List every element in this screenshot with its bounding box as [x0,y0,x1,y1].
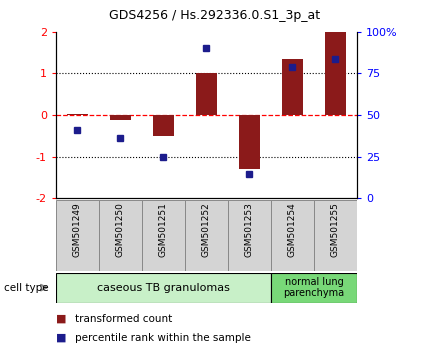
Bar [271,200,314,271]
Text: percentile rank within the sample: percentile rank within the sample [75,333,251,343]
Bar [325,32,346,115]
Text: ■: ■ [56,314,70,324]
Text: GDS4256 / Hs.292336.0.S1_3p_at: GDS4256 / Hs.292336.0.S1_3p_at [110,9,320,22]
Text: GSM501253: GSM501253 [245,202,254,257]
Bar [99,200,142,271]
Bar [185,200,228,271]
Text: GSM501251: GSM501251 [159,202,168,257]
Bar [239,115,260,169]
Text: normal lung
parenchyma: normal lung parenchyma [283,277,344,298]
Bar [271,273,357,303]
Bar [142,200,185,271]
Text: GSM501254: GSM501254 [288,202,297,257]
Text: GSM501250: GSM501250 [116,202,125,257]
Text: ■: ■ [56,333,70,343]
Bar [282,59,303,115]
Text: GSM501249: GSM501249 [73,202,82,257]
Text: GSM501252: GSM501252 [202,202,211,257]
Bar [228,200,271,271]
Bar [196,74,217,115]
Bar [110,115,131,120]
Text: caseous TB granulomas: caseous TB granulomas [97,282,230,293]
Bar [314,200,357,271]
Bar [56,273,271,303]
Text: transformed count: transformed count [75,314,172,324]
Text: GSM501255: GSM501255 [331,202,340,257]
Bar [56,200,99,271]
Bar [67,114,88,115]
Text: cell type: cell type [4,282,49,293]
Bar [153,115,174,136]
